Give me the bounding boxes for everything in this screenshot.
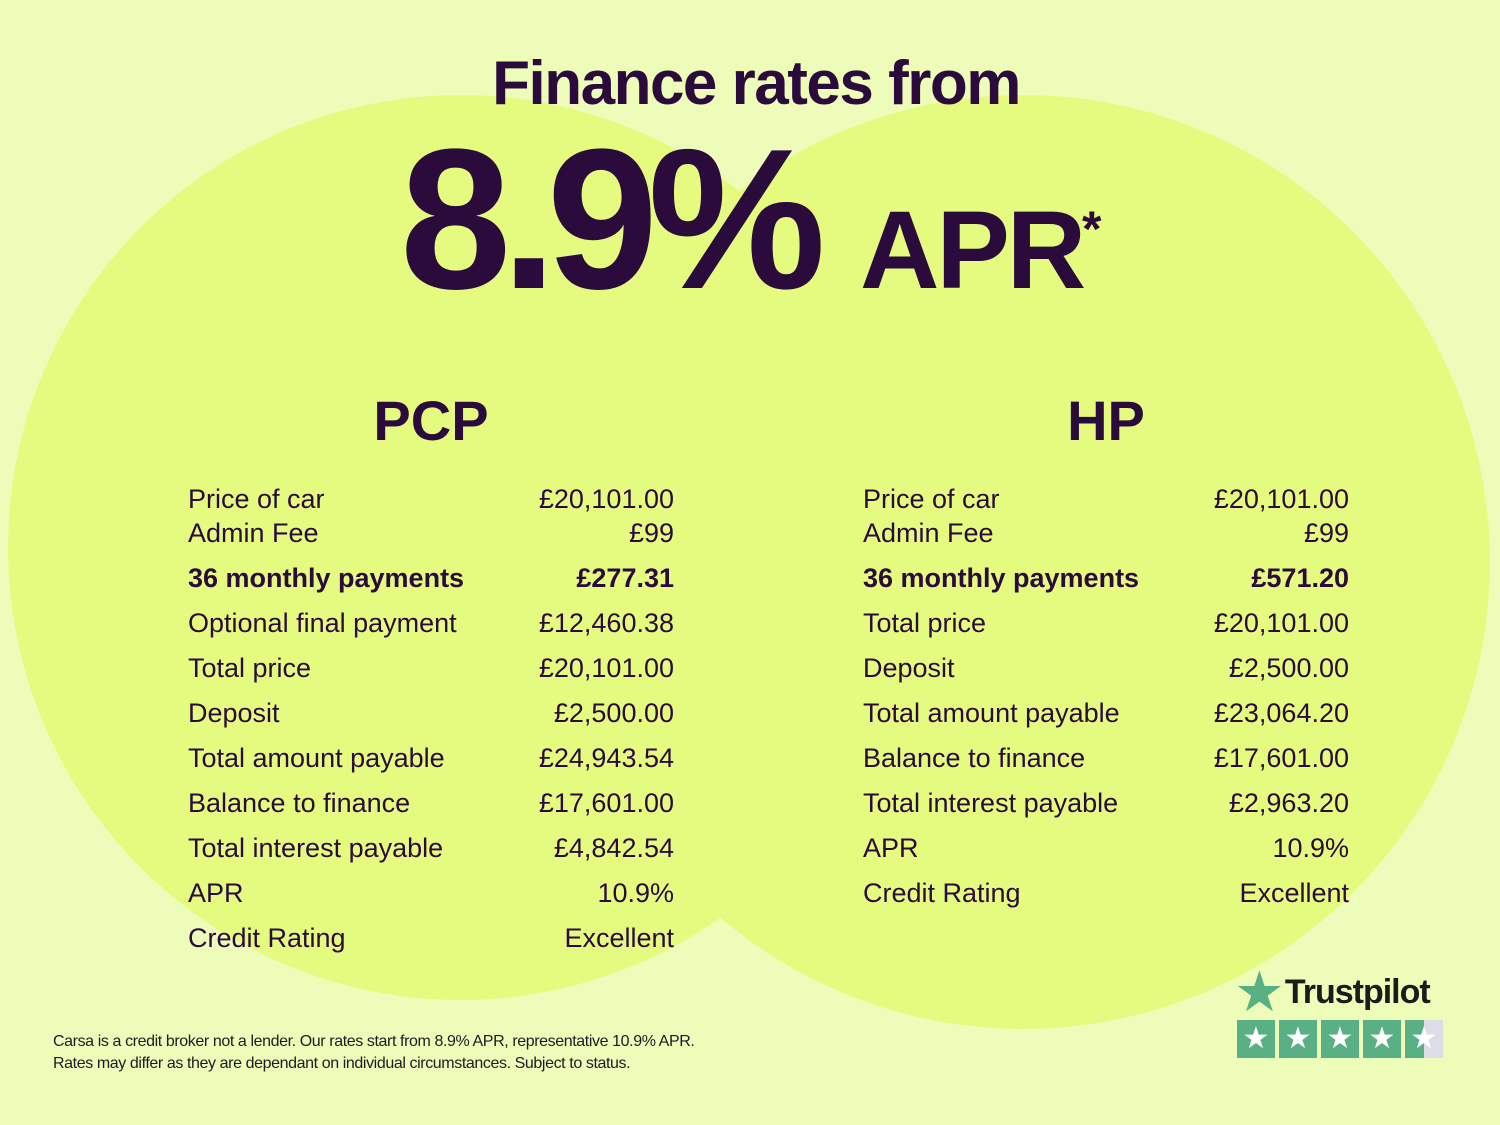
row-value: 10.9%: [1272, 833, 1349, 863]
row-value: £23,064.20: [1213, 698, 1349, 728]
row-label: APR: [863, 833, 919, 863]
disclaimer-line: Rates may differ as they are dependant o…: [53, 1055, 631, 1072]
row-label: Admin Fee: [188, 518, 319, 548]
table-row: Balance to finance £17,601.00: [863, 736, 1349, 781]
row-value: 10.9%: [597, 878, 674, 908]
row-label: APR: [188, 878, 244, 908]
asterisk: *: [1082, 201, 1102, 257]
row-value: £571.20: [1251, 563, 1349, 593]
row-value: £99: [628, 518, 674, 548]
row-label: Deposit: [188, 698, 280, 728]
table-row: Deposit £2,500.00: [188, 691, 674, 736]
table-row: Price of car £20,101.00: [188, 482, 674, 516]
table-row: Total amount payable £23,064.20: [863, 691, 1349, 736]
row-value: £277.31: [576, 563, 674, 593]
trustpilot-badge[interactable]: ★ Trustpilot ★ ★ ★ ★ ★: [1237, 964, 1443, 1058]
row-value: £2,963.20: [1228, 788, 1349, 818]
row-value: £17,601.00: [1213, 743, 1349, 773]
row-label: Deposit: [863, 653, 955, 683]
table-row: Balance to finance £17,601.00: [188, 781, 674, 826]
table-row: Price of car £20,101.00: [863, 482, 1349, 516]
row-value: £2,500.00: [553, 698, 674, 728]
hp-heading: HP: [1067, 389, 1145, 452]
rating-star-icon: ★: [1237, 1020, 1275, 1058]
table-row: Credit Rating Excellent: [188, 916, 674, 961]
row-value: £17,601.00: [538, 788, 674, 818]
row-value: £12,460.38: [538, 608, 674, 638]
rating-star-icon: ★: [1321, 1020, 1359, 1058]
trustpilot-logo-text: Trustpilot: [1284, 972, 1431, 1011]
pcp-table: PCP Price of car £20,101.00 Admin Fee £99 36…: [188, 390, 674, 961]
table-row: Admin Fee £99: [863, 516, 1349, 550]
row-label: Total interest payable: [188, 833, 444, 863]
table-row: Total price £20,101.00: [863, 601, 1349, 646]
hp-table: HP Price of car £20,101.00 Admin Fee £99 36 …: [863, 390, 1349, 916]
row-value: £4,842.54: [553, 833, 674, 863]
row-value: £20,101.00: [1213, 484, 1349, 514]
row-value: Excellent: [564, 923, 674, 953]
row-label: Total price: [863, 608, 987, 638]
row-value: £20,101.00: [538, 653, 674, 683]
row-label: Credit Rating: [188, 923, 346, 953]
star-icon: ★: [1237, 964, 1282, 1020]
row-label: Credit Rating: [863, 878, 1021, 908]
table-row: 36 monthly payments £571.20: [863, 556, 1349, 601]
rating-star-icon: ★: [1279, 1020, 1317, 1058]
rating-stars: ★ ★ ★ ★ ★: [1237, 1020, 1443, 1058]
row-label: 36 monthly payments: [188, 563, 465, 593]
table-row: Total interest payable £4,842.54: [188, 826, 674, 871]
table-row: APR 10.9%: [188, 871, 674, 916]
disclaimer-line: Carsa is a credit broker not a lender. O…: [53, 1033, 695, 1050]
row-label: Total amount payable: [863, 698, 1120, 728]
headline-apr: APR: [860, 189, 1086, 312]
row-label: Balance to finance: [863, 743, 1086, 773]
table-row: Deposit £2,500.00: [863, 646, 1349, 691]
row-value: £2,500.00: [1228, 653, 1349, 683]
pcp-heading: PCP: [373, 389, 489, 452]
table-row: Admin Fee £99: [188, 516, 674, 550]
row-label: Price of car: [863, 484, 1000, 514]
table-row: Optional final payment £12,460.38: [188, 601, 674, 646]
row-value: £99: [1303, 518, 1349, 548]
row-label: Balance to finance: [188, 788, 411, 818]
row-label: Total price: [188, 653, 312, 683]
table-row: APR 10.9%: [863, 826, 1349, 871]
table-row: Total price £20,101.00: [188, 646, 674, 691]
row-value: £20,101.00: [538, 484, 674, 514]
headline: Finance rates from: [492, 49, 1021, 118]
row-label: Price of car: [188, 484, 325, 514]
table-row: 36 monthly payments £277.31: [188, 556, 674, 601]
background-circle-right: [556, 95, 1490, 1029]
table-row: Total interest payable £2,963.20: [863, 781, 1349, 826]
row-label: Optional final payment: [188, 608, 457, 638]
row-label: Total amount payable: [188, 743, 445, 773]
row-value: £24,943.54: [538, 743, 674, 773]
row-value: £20,101.00: [1213, 608, 1349, 638]
row-label: Total interest payable: [863, 788, 1119, 818]
row-label: 36 monthly payments: [863, 563, 1140, 593]
row-value: Excellent: [1239, 878, 1349, 908]
table-row: Credit Rating Excellent: [863, 871, 1349, 916]
rating-star-icon: ★: [1363, 1020, 1401, 1058]
headline-rate: 8.9%: [400, 108, 826, 331]
disclaimer: Carsa is a credit broker not a lender. O…: [53, 1031, 695, 1075]
table-row: Total amount payable £24,943.54: [188, 736, 674, 781]
rating-star-icon: ★: [1405, 1020, 1443, 1058]
row-label: Admin Fee: [863, 518, 994, 548]
